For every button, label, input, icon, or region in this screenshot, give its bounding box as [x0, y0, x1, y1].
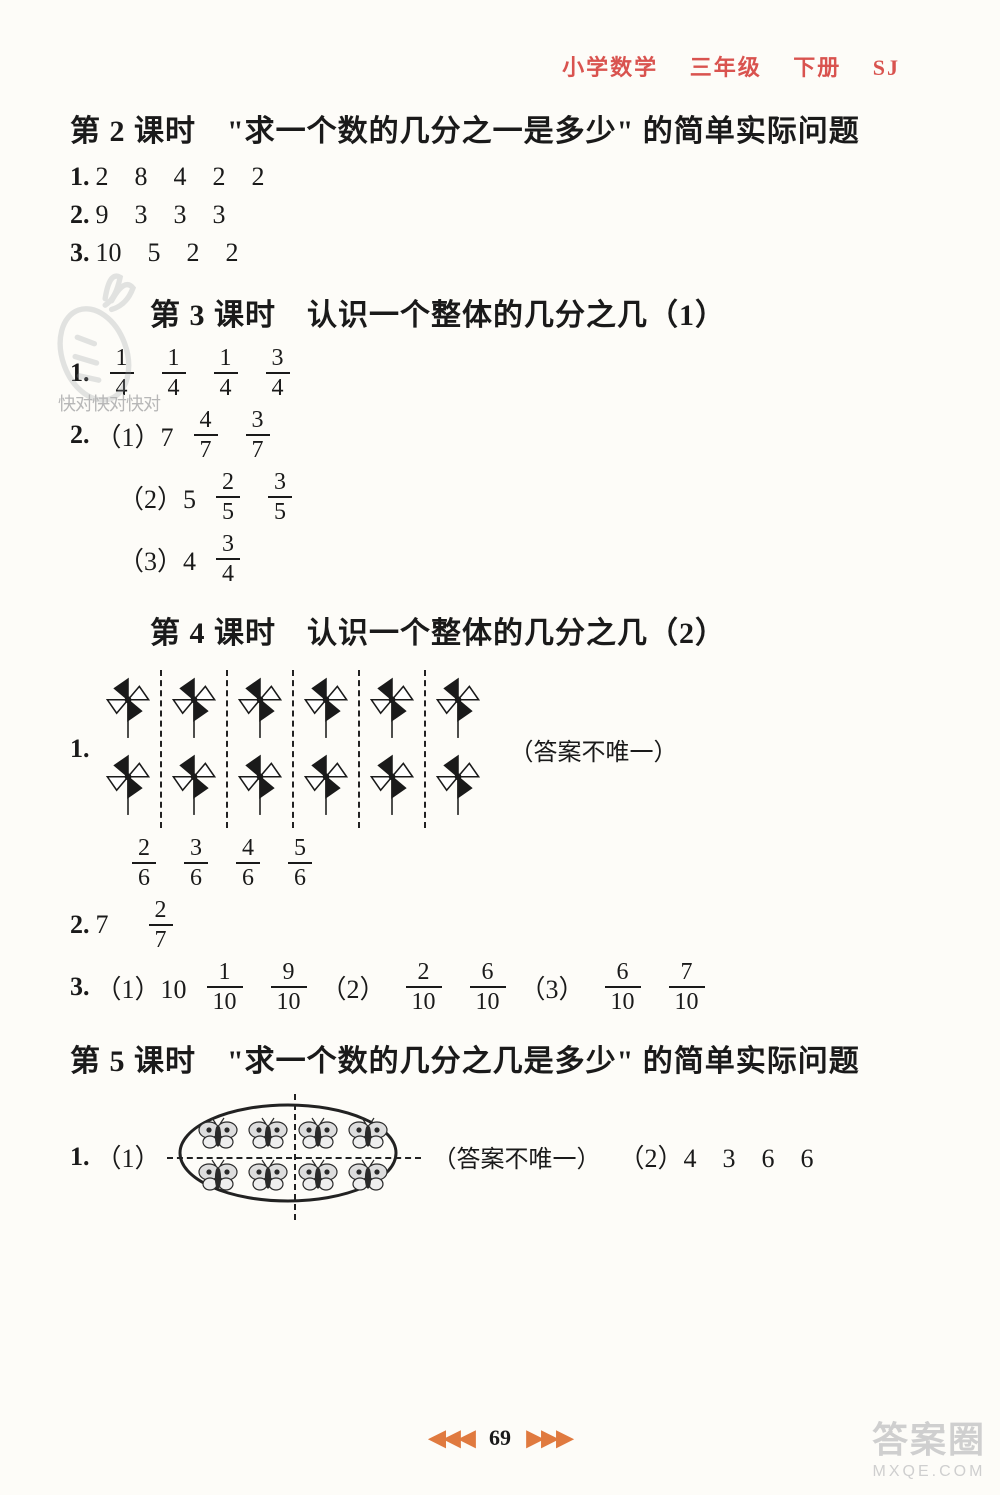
page-footer: ◀◀◀ 69 ▶▶▶ — [0, 1425, 1000, 1451]
arrow-left-icon: ◀◀◀ — [429, 1425, 474, 1450]
l3-a2-3: （3）4 34 — [118, 532, 940, 586]
page-header: 小学数学 三年级 下册 SJ — [70, 50, 940, 82]
val: 2 — [226, 238, 239, 268]
fraction: 35 — [268, 470, 292, 524]
fraction: 25 — [216, 470, 240, 524]
val: 3 — [213, 200, 226, 230]
l4-a1: 1. — [70, 670, 940, 828]
fraction: 14 — [162, 346, 186, 400]
note: （答案不唯一） — [433, 1139, 601, 1174]
val: 4 — [174, 162, 187, 192]
lesson5-title: 第 5 课时 "求一个数的几分之几是多少" 的简单实际问题 — [70, 1036, 940, 1080]
butterfly-diagram — [175, 1098, 405, 1215]
header-volume: 下册 — [793, 55, 841, 80]
header-grade: 三年级 — [690, 55, 762, 80]
fraction: 34 — [216, 532, 240, 586]
l2-a1: 1. 2 8 4 2 2 — [70, 162, 940, 192]
val: 7 — [96, 910, 109, 940]
val: 2 — [252, 162, 265, 192]
fraction: 47 — [194, 408, 218, 462]
val: 8 — [135, 162, 148, 192]
val: 10 — [96, 238, 122, 268]
wm-small: MXQE.COM — [872, 1463, 986, 1481]
paren: （1）7 — [96, 417, 174, 454]
header-subject: 小学数学 — [562, 55, 658, 80]
watermark-text: 快对快对快对 — [58, 390, 160, 416]
fraction: 46 — [236, 836, 260, 890]
fraction: 910 — [271, 960, 307, 1014]
l3-a1: 1. 14 14 14 34 — [70, 346, 940, 400]
qnum: 1. — [70, 734, 90, 764]
qnum: 1. — [70, 162, 90, 192]
qnum: 2. — [70, 420, 90, 450]
fraction: 36 — [184, 836, 208, 890]
fraction: 210 — [406, 960, 442, 1014]
lesson2-title: 第 2 课时 "求一个数的几分之一是多少" 的简单实际问题 — [70, 106, 940, 150]
val: 3 — [174, 200, 187, 230]
lesson3-title: 第 3 课时 认识一个整体的几分之几（1） — [150, 290, 940, 334]
arrow-right-icon: ▶▶▶ — [527, 1425, 572, 1450]
l2-a2: 2. 9 3 3 3 — [70, 200, 940, 230]
l4-a3: 3. （1）10 110 910 （2） 210 610 （3） 610 710 — [70, 960, 940, 1014]
fraction: 710 — [669, 960, 705, 1014]
fraction: 27 — [149, 898, 173, 952]
qnum: 2. — [70, 200, 90, 230]
l5-a1: 1. （1） — [70, 1098, 940, 1215]
l3-a2-2: （2）5 25 35 — [118, 470, 940, 524]
qnum: 2. — [70, 910, 90, 940]
fraction: 610 — [470, 960, 506, 1014]
l4-a1-fracs: 26 36 46 56 — [118, 836, 940, 890]
paren: （1） — [96, 1138, 161, 1175]
l3-a2-1: 2. （1）7 47 37 — [70, 408, 940, 462]
qnum: 1. — [70, 1142, 90, 1172]
fraction: 610 — [605, 960, 641, 1014]
val: 5 — [148, 238, 161, 268]
fraction: 37 — [246, 408, 270, 462]
val: 2 — [213, 162, 226, 192]
paren: （3） — [520, 969, 585, 1006]
paren: （2） — [321, 969, 386, 1006]
fraction: 110 — [207, 960, 243, 1014]
header-code: SJ — [873, 55, 900, 80]
paren: （1）10 — [96, 969, 187, 1006]
val: 3 — [135, 200, 148, 230]
fraction: 34 — [266, 346, 290, 400]
corner-watermark: 答案圈 MXQE.COM — [872, 1411, 986, 1481]
pinwheel-diagram — [96, 670, 490, 828]
paren: （2）5 — [118, 479, 196, 516]
qnum: 3. — [70, 972, 90, 1002]
val: 2 — [187, 238, 200, 268]
fraction: 56 — [288, 836, 312, 890]
note: （答案不唯一） — [510, 732, 678, 767]
val: 9 — [96, 200, 109, 230]
val: 2 — [96, 162, 109, 192]
qnum: 3. — [70, 238, 90, 268]
l2-a3: 3. 10 5 2 2 — [70, 238, 940, 268]
paren: （3）4 — [118, 541, 196, 578]
page-number: 69 — [489, 1425, 511, 1450]
l4-a2: 2. 7 27 — [70, 898, 940, 952]
lesson4-title: 第 4 课时 认识一个整体的几分之几（2） — [150, 608, 940, 652]
qnum: 1. — [70, 358, 90, 388]
wm-big: 答案圈 — [872, 1411, 986, 1463]
fraction: 14 — [214, 346, 238, 400]
fraction: 26 — [132, 836, 156, 890]
paren: （2）4 3 6 6 — [619, 1138, 814, 1175]
